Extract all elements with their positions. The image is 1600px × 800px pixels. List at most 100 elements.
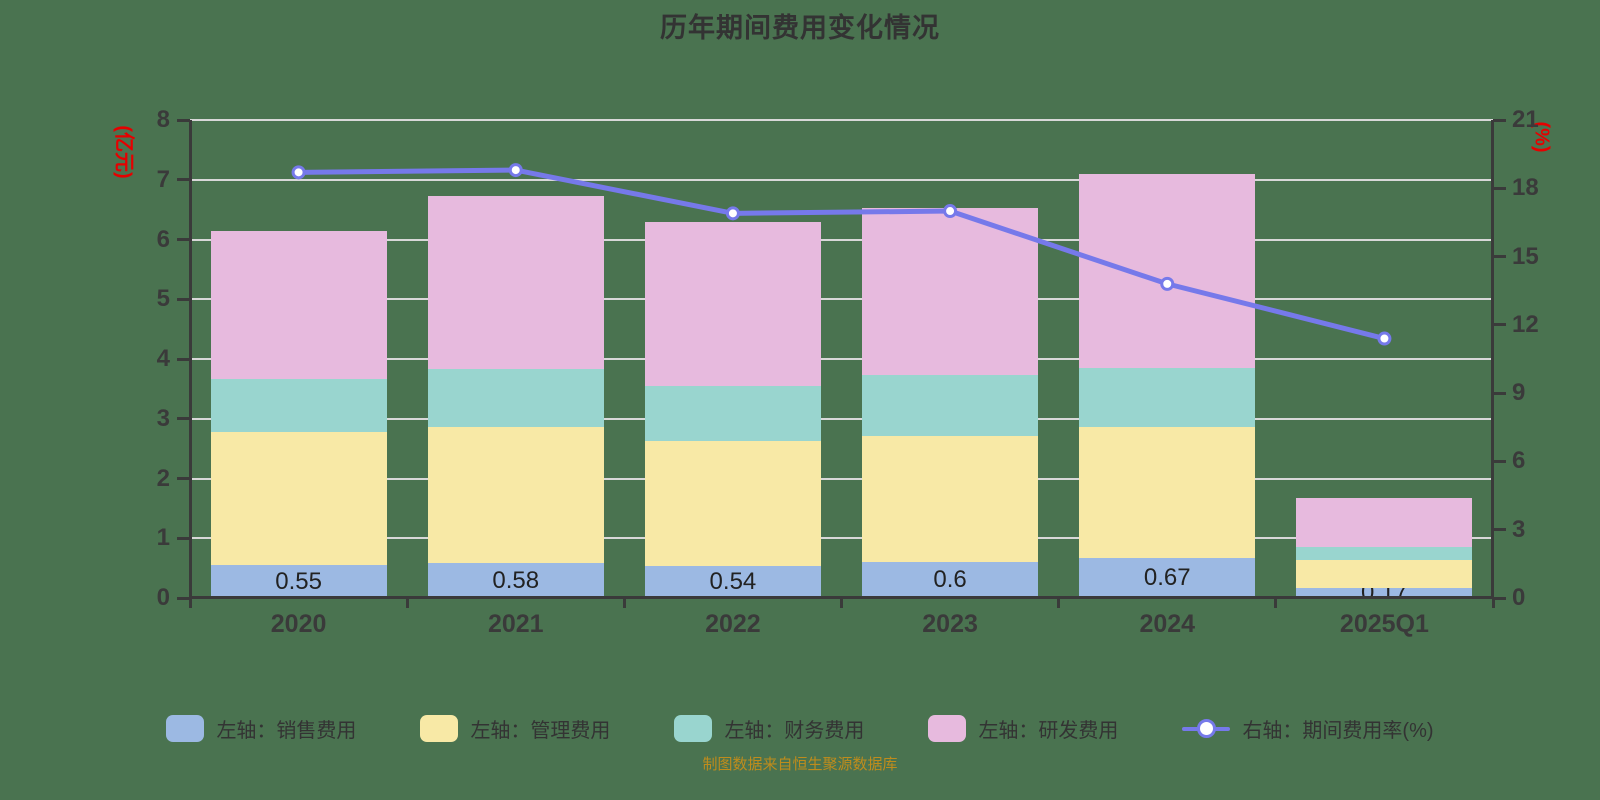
axis-tick: [622, 598, 626, 608]
axis-tick: [1493, 118, 1506, 122]
y2-tick-label: 18: [1512, 174, 1539, 202]
line-marker[interactable]: [725, 206, 740, 221]
axis-tick: [1493, 323, 1506, 327]
axis-tick: [1274, 598, 1278, 608]
legend: 左轴：销售费用 左轴：管理费用 左轴：财务费用 左轴：研发费用 右轴：期间费用率(%): [0, 714, 1600, 743]
y-tick-label: 3: [156, 404, 170, 432]
legend-item-bar-series-1[interactable]: 左轴：销售费用: [166, 714, 356, 743]
bar-segment[interactable]: [210, 431, 387, 566]
axis-tick: [405, 598, 409, 608]
y2-tick-label: 6: [1512, 447, 1526, 475]
axis-tick: [1493, 255, 1506, 259]
expense-ratio-line-chart: [291, 163, 1392, 346]
bar-segment[interactable]: [644, 221, 821, 386]
axis-tick: [177, 536, 190, 540]
x-tick-label: 2022: [705, 610, 761, 638]
axis-tick: [177, 118, 190, 122]
line-marker[interactable]: [508, 163, 523, 178]
bar-segment[interactable]: [210, 231, 387, 379]
y2-tick-label: 9: [1512, 379, 1526, 407]
legend-swatch: [420, 715, 459, 742]
bar-value-label: 0.6: [933, 566, 967, 594]
legend-label: 左轴：管理费用: [470, 720, 611, 742]
x-tick-label: 2024: [1139, 610, 1196, 638]
expense-ratio-line: [296, 167, 1387, 342]
bar-segment[interactable]: [427, 427, 604, 564]
legend-item-bar-series-2[interactable]: 左轴：管理费用: [420, 714, 610, 743]
y-tick-label: 8: [156, 106, 170, 133]
bar-segment[interactable]: [1296, 559, 1473, 588]
axis-tick: [177, 596, 190, 600]
axis-tick: [177, 238, 190, 241]
bar-segment[interactable]: [1079, 173, 1256, 368]
axis-tick: [177, 477, 190, 480]
legend-line-marker-icon: [1182, 715, 1231, 742]
y-tick-label: 0: [156, 584, 170, 611]
legend-label: 左轴：财务费用: [724, 720, 865, 742]
bar-segment[interactable]: [1296, 587, 1473, 598]
legend-item-bar-series-4[interactable]: 左轴：研发费用: [928, 714, 1118, 743]
line-marker[interactable]: [1377, 331, 1392, 346]
legend-swatch: [674, 715, 713, 742]
legend-item-line-series[interactable]: 右轴：期间费用率(%): [1182, 714, 1434, 743]
axis-tick: [177, 357, 190, 361]
bar-segment[interactable]: [1079, 557, 1256, 598]
gridline: [190, 238, 1493, 241]
y2-tick-label: 15: [1512, 242, 1539, 270]
bar-segment[interactable]: [862, 436, 1039, 563]
bar-segment[interactable]: [1079, 367, 1256, 427]
bar-segment[interactable]: [427, 369, 604, 428]
bar-segment[interactable]: [427, 195, 604, 370]
line-marker[interactable]: [943, 204, 958, 219]
bar-segment[interactable]: [210, 565, 387, 598]
legend-label: 左轴：研发费用: [978, 720, 1119, 742]
bar-segment[interactable]: [644, 565, 821, 598]
bar-segment[interactable]: [210, 378, 387, 432]
chart-title: 历年期间费用变化情况: [660, 13, 940, 43]
axis-tick: [177, 417, 190, 421]
bars-layer: 0.55 0.58 0.54 0.6 0.67 0.17: [190, 120, 1493, 598]
x-tick-label: 2021: [487, 610, 544, 638]
axis-tick: [188, 598, 192, 608]
axis-tick: [1493, 596, 1506, 600]
gridline: [190, 298, 1493, 301]
x-tick-label: 2020: [270, 610, 327, 638]
bar-segment[interactable]: [644, 385, 821, 441]
gridline: [190, 358, 1493, 360]
bar-value-label: 0.54: [709, 567, 757, 595]
legend-label: 右轴：期间费用率(%): [1242, 720, 1434, 742]
bar-segment[interactable]: [644, 440, 821, 566]
axis-tick: [1491, 598, 1495, 608]
axis-tick: [177, 297, 190, 301]
axis-tick: [1493, 391, 1506, 395]
line-marker[interactable]: [1160, 276, 1175, 291]
legend-swatch: [928, 715, 967, 742]
grid-layer: [190, 119, 1493, 598]
bar-segment[interactable]: [862, 207, 1039, 376]
gridline: [190, 119, 1493, 121]
legend-line-dot: [1197, 719, 1217, 738]
legend-label: 左轴：销售费用: [216, 720, 357, 742]
bar-segment[interactable]: [1296, 498, 1473, 547]
axis-tick: [1057, 598, 1061, 608]
y-tick-label: 1: [156, 524, 170, 552]
bar-value-label: 0.55: [275, 567, 322, 595]
gridline: [190, 417, 1493, 420]
legend-item-bar-series-3[interactable]: 左轴：财务费用: [674, 714, 864, 743]
line-marker[interactable]: [291, 165, 306, 180]
bar-value-label: 0.67: [1143, 563, 1191, 591]
axis-tick: [177, 178, 190, 182]
y-axis-line: [189, 120, 192, 598]
y2-tick-label: 3: [1512, 515, 1526, 543]
bar-segment[interactable]: [1079, 426, 1256, 558]
bar-segment[interactable]: [862, 375, 1039, 437]
axis-tick: [1493, 459, 1506, 463]
bar-segment[interactable]: [427, 563, 604, 598]
axis-tick: [840, 598, 843, 608]
x-tick-label: 2025Q1: [1339, 610, 1429, 638]
bar-segment[interactable]: [1296, 546, 1473, 560]
y-tick-label: 7: [156, 165, 170, 193]
bar-segment[interactable]: [862, 562, 1039, 598]
y-tick-label: 5: [156, 285, 170, 313]
